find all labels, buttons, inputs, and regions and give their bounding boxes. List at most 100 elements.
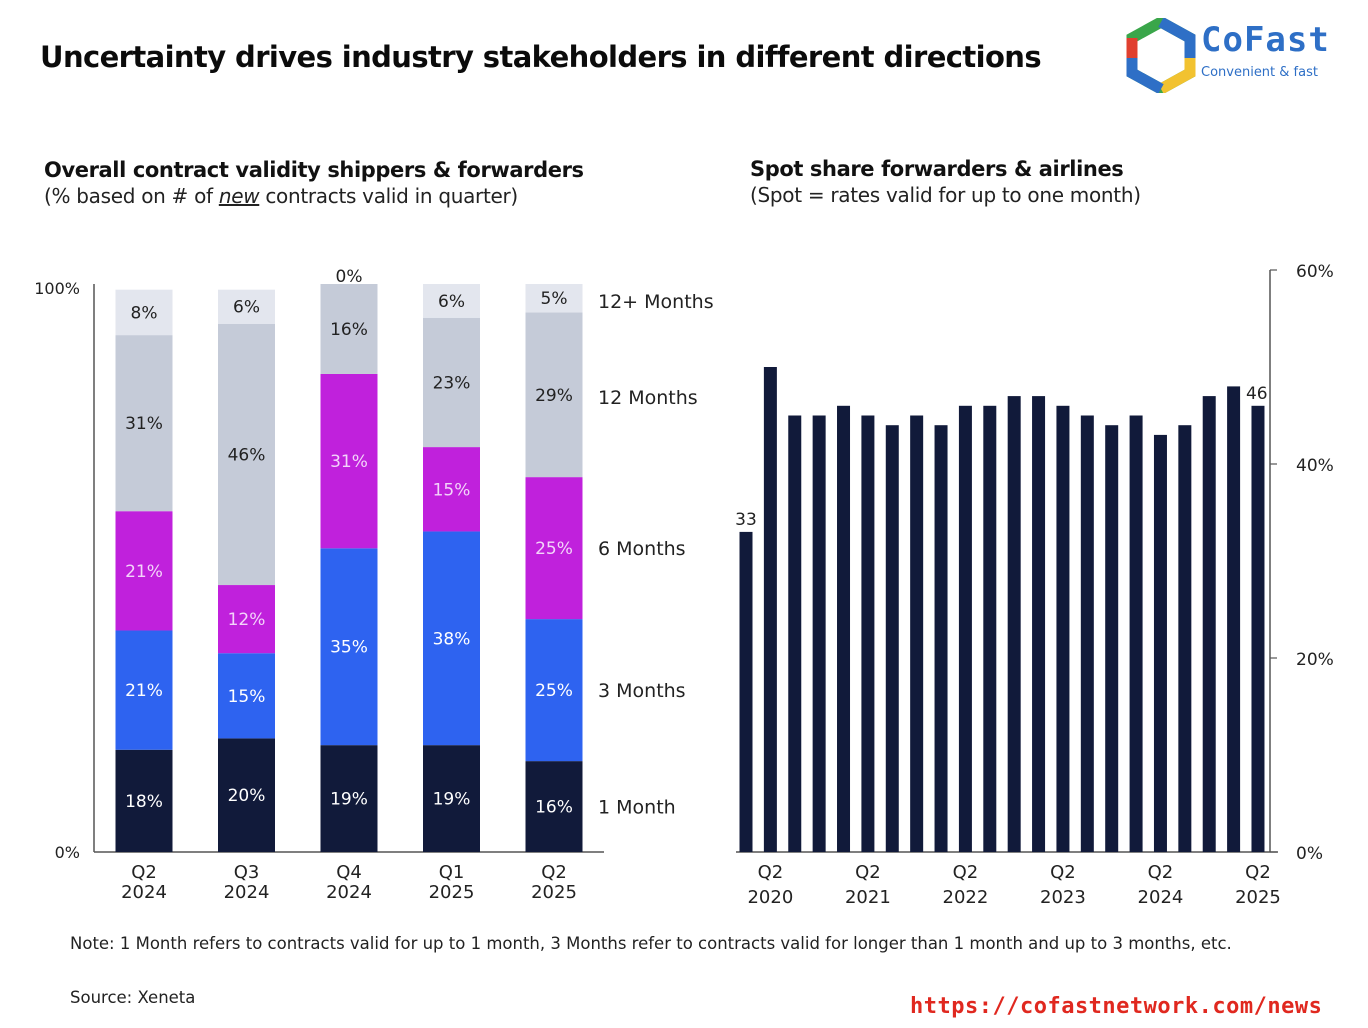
stacked-bar-segment bbox=[218, 653, 275, 739]
right-xtick-label: 2023 bbox=[1040, 887, 1086, 908]
stacked-bar-segment bbox=[525, 761, 583, 852]
left-xtick-label: Q3 bbox=[234, 862, 260, 883]
stacked-bar-segment bbox=[320, 548, 378, 746]
segment-value-label: 25% bbox=[535, 681, 573, 701]
cofast-logo: CoFast Convenient & fast bbox=[1126, 15, 1346, 96]
stacked-bar-segment bbox=[320, 745, 378, 852]
segment-value-label: 6% bbox=[438, 292, 465, 312]
segment-value-label: 15% bbox=[228, 687, 266, 707]
segment-value-label: 29% bbox=[535, 386, 573, 406]
legend-label-1-month: 1 Month bbox=[598, 797, 676, 819]
spot-share-bar bbox=[1202, 396, 1216, 852]
segment-value-label: 0% bbox=[336, 267, 363, 287]
segment-value-label: 38% bbox=[433, 629, 471, 649]
left-xtick-label: 2025 bbox=[531, 882, 577, 903]
spot-share-bar bbox=[1056, 405, 1070, 852]
spot-share-bar bbox=[983, 405, 997, 852]
footer-note: Note: 1 Month refers to contracts valid … bbox=[70, 934, 1232, 953]
stacked-bar-segment bbox=[218, 738, 275, 852]
left-ytick-label: 100% bbox=[34, 279, 80, 298]
right-ytick-label: 20% bbox=[1296, 650, 1334, 670]
spot-share-bar bbox=[958, 405, 972, 852]
segment-value-label: 21% bbox=[125, 681, 163, 701]
right-xtick-label: 2024 bbox=[1138, 887, 1184, 908]
stacked-bar-segment bbox=[115, 749, 173, 852]
logo-tagline: Convenient & fast bbox=[1201, 65, 1318, 80]
bar-data-label: 46 bbox=[1246, 384, 1268, 404]
legend-label-6-months: 6 Months bbox=[598, 538, 686, 560]
stacked-bar-segment bbox=[218, 585, 275, 654]
spot-share-bar bbox=[1251, 405, 1265, 852]
segment-value-label: 31% bbox=[125, 414, 163, 434]
segment-value-label: 8% bbox=[131, 303, 158, 323]
left-xtick-label: Q1 bbox=[439, 862, 465, 883]
segment-value-label: 46% bbox=[228, 445, 266, 465]
right-xtick-label: 2022 bbox=[943, 887, 989, 908]
spot-share-bar bbox=[788, 415, 802, 852]
segment-value-label: 6% bbox=[233, 298, 260, 318]
stacked-bar-segment bbox=[525, 312, 583, 478]
legend-label-3-months: 3 Months bbox=[598, 680, 686, 702]
stacked-bar-segment bbox=[218, 289, 275, 324]
subtitle-emphasis: new bbox=[218, 184, 260, 208]
spot-share-bar bbox=[1032, 396, 1046, 852]
right-ytick-label: 60% bbox=[1296, 262, 1334, 282]
stacked-bar-segment bbox=[525, 477, 583, 620]
right-ytick-label: 0% bbox=[1296, 844, 1323, 864]
right-xtick-label: Q2 bbox=[855, 862, 881, 883]
segment-value-label: 35% bbox=[330, 638, 368, 658]
left-xtick-label: 2025 bbox=[429, 882, 475, 903]
legend-label-12-months: 12+ Months bbox=[598, 291, 714, 313]
segment-value-label: 16% bbox=[535, 798, 573, 818]
left-xtick-label: Q4 bbox=[336, 862, 362, 883]
right-xtick-label: 2020 bbox=[747, 887, 793, 908]
footer-source: Source: Xeneta bbox=[70, 988, 196, 1007]
segment-value-label: 18% bbox=[125, 792, 163, 812]
stacked-bar-segment bbox=[423, 745, 480, 852]
stacked-bar-segment bbox=[423, 284, 480, 318]
right-ytick-label: 40% bbox=[1296, 456, 1334, 476]
left-chart-title: Overall contract validity shippers & for… bbox=[44, 158, 584, 182]
stacked-bar-segment bbox=[320, 284, 378, 374]
left-xtick-label: 2024 bbox=[224, 882, 270, 903]
spot-share-bar bbox=[1105, 425, 1119, 852]
left-xtick-label: Q2 bbox=[541, 862, 567, 883]
segment-value-label: 21% bbox=[125, 562, 163, 582]
bar-data-label: 33 bbox=[735, 510, 757, 530]
spot-share-bar bbox=[837, 405, 851, 852]
right-xtick-label: Q2 bbox=[758, 862, 784, 883]
subtitle-suffix: contracts valid in quarter) bbox=[259, 184, 518, 208]
right-xtick-label: Q2 bbox=[953, 862, 979, 883]
stacked-bar-segment bbox=[525, 619, 583, 762]
segment-value-label: 31% bbox=[330, 452, 368, 472]
footer-url-link[interactable]: https://cofastnetwork.com/news bbox=[910, 994, 1323, 1019]
spot-share-bar bbox=[861, 415, 875, 852]
left-xtick-label: 2024 bbox=[121, 882, 167, 903]
page-title: Uncertainty drives industry stakeholders… bbox=[40, 40, 1042, 74]
segment-value-label: 23% bbox=[433, 373, 471, 393]
spot-share-bar bbox=[1178, 425, 1192, 852]
left-ytick-label: 0% bbox=[55, 843, 80, 862]
segment-value-label: 12% bbox=[228, 610, 266, 630]
spot-share-bar bbox=[1153, 434, 1167, 852]
left-xtick-label: Q2 bbox=[131, 862, 157, 883]
stacked-bar-segment bbox=[115, 335, 173, 512]
hexagon-logo-icon bbox=[1126, 15, 1196, 96]
stacked-bar-segment bbox=[320, 373, 378, 549]
segment-value-label: 5% bbox=[541, 289, 568, 309]
stacked-bar-segment bbox=[115, 289, 173, 336]
spot-share-bar bbox=[1080, 415, 1094, 852]
stacked-bar-segment bbox=[423, 447, 480, 532]
spot-share-bar bbox=[1129, 415, 1143, 852]
spot-share-bar bbox=[1227, 386, 1241, 852]
stacked-bar-segment bbox=[423, 317, 480, 448]
stacked-bar-segment bbox=[423, 531, 480, 746]
segment-value-label: 15% bbox=[433, 480, 471, 500]
right-chart-title: Spot share forwarders & airlines bbox=[750, 157, 1124, 181]
right-xtick-label: Q2 bbox=[1245, 862, 1271, 883]
stacked-bar-segment bbox=[115, 511, 173, 631]
legend-label-12-months: 12 Months bbox=[598, 387, 698, 409]
right-chart-subtitle: (Spot = rates valid for up to one month) bbox=[750, 183, 1141, 207]
spot-share-bar bbox=[739, 531, 753, 852]
